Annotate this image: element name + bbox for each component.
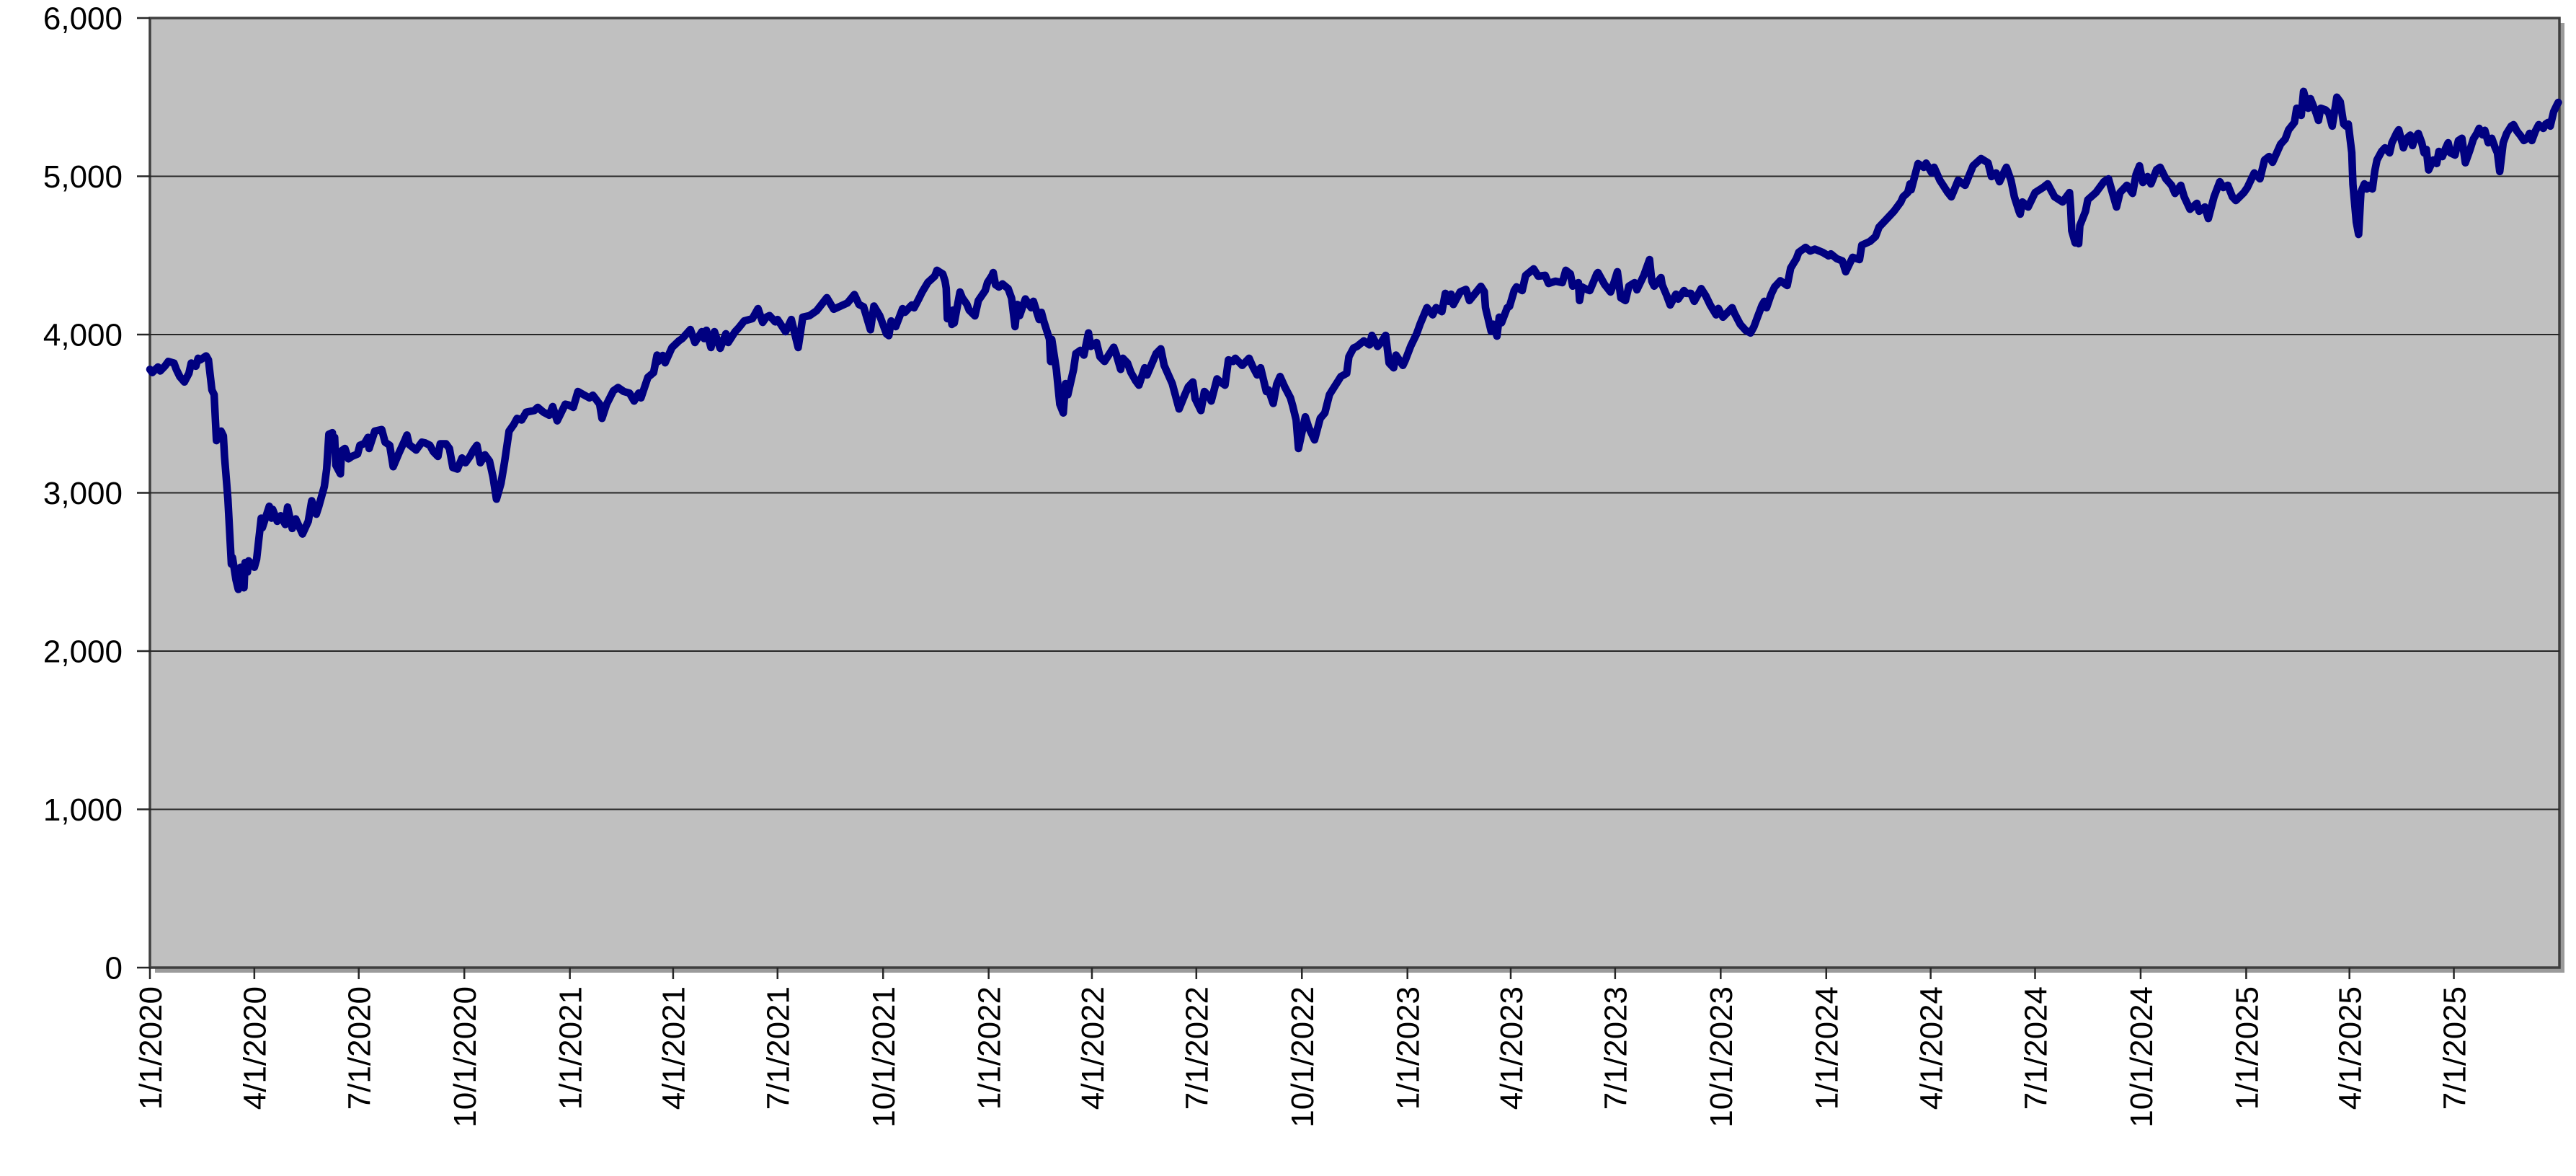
x-axis-label: 10/1/2022 [1285,986,1320,1128]
x-axis-label: 1/1/2020 [133,986,169,1110]
x-axis-label: 4/1/2024 [1914,986,1949,1110]
price-line-series [146,87,2562,593]
x-axis-label: 4/1/2020 [238,986,273,1110]
x-axis-label: 4/1/2025 [2333,986,2368,1110]
x-axis-label: 4/1/2023 [1494,986,1529,1110]
x-axis-label: 7/1/2023 [1599,986,1634,1110]
x-axis-label: 7/1/2025 [2437,986,2472,1110]
x-axis-label: 7/1/2021 [761,986,796,1110]
x-axis-label: 1/1/2024 [1810,986,1845,1110]
y-axis-label: 1,000 [43,792,123,828]
x-axis-label: 10/1/2024 [2124,986,2159,1128]
y-axis-label: 0 [105,950,123,986]
x-axis-label: 1/1/2023 [1391,986,1426,1110]
x-axis-label: 7/1/2020 [342,986,378,1110]
x-axis-label: 7/1/2022 [1180,986,1215,1110]
x-axis-label: 10/1/2020 [448,986,483,1128]
x-axis-label: 1/1/2021 [553,986,588,1110]
x-axis-label: 1/1/2025 [2229,986,2265,1110]
y-axis-label: 6,000 [43,1,123,36]
x-axis-label: 1/1/2022 [972,986,1008,1110]
x-axis-label: 4/1/2022 [1075,986,1111,1110]
y-axis-label: 3,000 [43,476,123,511]
y-axis-label: 5,000 [43,159,123,195]
y-axis-label: 2,000 [43,634,123,669]
x-axis-label: 4/1/2021 [657,986,692,1110]
x-axis-label: 10/1/2023 [1704,986,1739,1128]
y-axis-label: 4,000 [43,317,123,353]
x-axis-label: 7/1/2024 [2018,986,2053,1110]
x-axis-label: 10/1/2021 [866,986,902,1128]
